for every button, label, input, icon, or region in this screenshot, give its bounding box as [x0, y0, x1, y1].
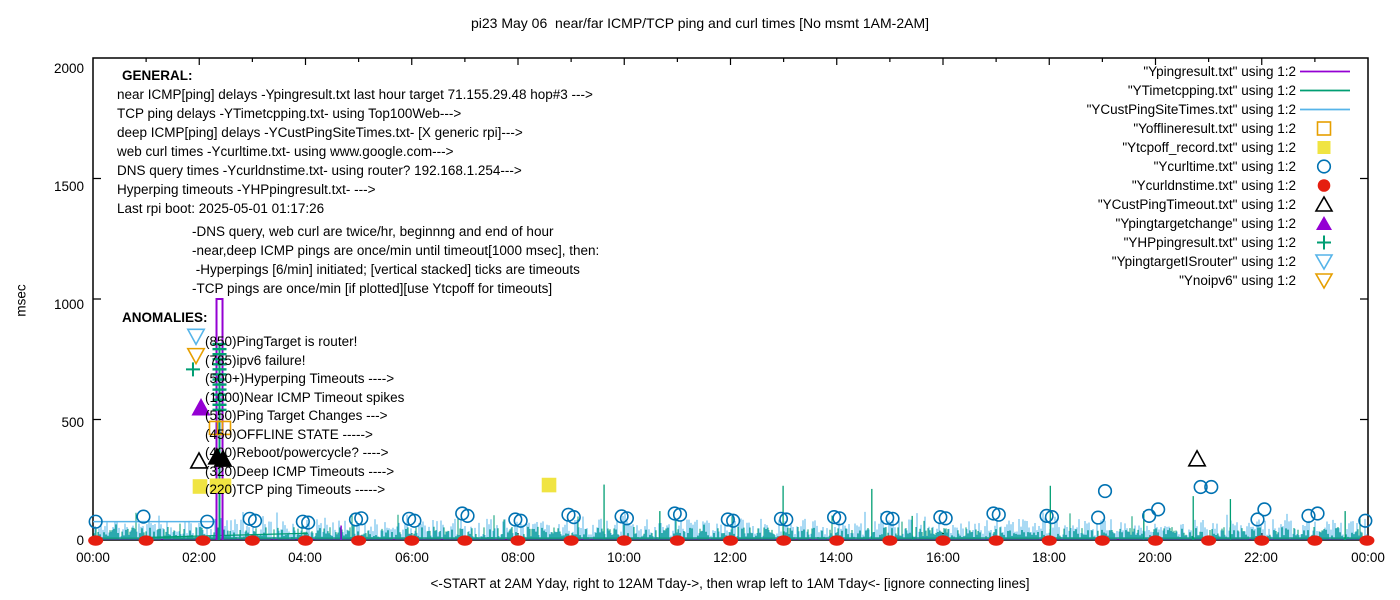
anomaly-item: (785)ipv6 failure!: [205, 352, 306, 368]
general-line: Last rpi boot: 2025-05-01 01:17:26: [117, 201, 325, 216]
anomaly-item: (450)OFFLINE STATE ----->: [205, 426, 373, 442]
chart-title: pi23 May 06 near/far ICMP/TCP ping and c…: [470, 15, 929, 31]
legend-entry: "Ypingresult.txt" using 1:2: [1036, 62, 1358, 81]
y-tick-500: 500: [61, 415, 84, 430]
general-line: Hyperping timeouts -YHPpingresult.txt- -…: [117, 182, 376, 197]
anomaly-markers-layer: [185, 328, 1207, 494]
x-tick-00a: 00:00: [76, 550, 110, 565]
legend-label: "Yofflineresult.txt" using 1:2: [1133, 121, 1296, 136]
event-lines-layer: [93, 298, 1346, 540]
general-line: near ICMP[ping] delays -Ypingresult.txt …: [117, 87, 593, 102]
legend: "Ypingresult.txt" using 1:2 "YTimetcppin…: [1036, 62, 1358, 290]
anomaly-item: (500+)Hyperping Timeouts ---->: [205, 371, 395, 386]
legend-label: "Ypingresult.txt" using 1:2: [1143, 64, 1296, 79]
x-tick-08: 08:00: [501, 550, 535, 565]
x-tick-02: 02:00: [182, 550, 216, 565]
legend-sample: [1296, 100, 1358, 119]
general-line: TCP ping delays -YTimetcpping.txt- using…: [117, 106, 462, 121]
legend-entry: "Ytcpoff_record.txt" using 1:2: [1036, 138, 1358, 157]
y-tick-0: 0: [76, 533, 84, 548]
legend-entry: "Ynoipv6" using 1:2: [1036, 271, 1358, 290]
legend-sample: [1296, 252, 1358, 271]
anomaly-item: (320)Deep ICMP Timeouts ---->: [205, 463, 395, 479]
legend-entry: "YHPpingresult.txt" using 1:2: [1036, 233, 1358, 252]
legend-label: "Ycurldnstime.txt" using 1:2: [1131, 178, 1296, 193]
x-tick-12: 12:00: [713, 550, 747, 565]
legend-label: "YCustPingTimeout.txt" using 1:2: [1097, 197, 1296, 212]
legend-entry: "Yofflineresult.txt" using 1:2: [1036, 119, 1358, 138]
anomaly-item: (1000)Near ICMP Timeout spikes: [205, 389, 405, 405]
y-tick-2000: 2000: [53, 61, 84, 76]
anomalies-heading: ANOMALIES:: [122, 310, 208, 325]
legend-label: "Ypingtargetchange" using 1:2: [1115, 216, 1296, 231]
y-axis-label: msec: [13, 284, 29, 317]
x-tick-18: 18:00: [1032, 550, 1066, 565]
legend-label: "Ycurltime.txt" using 1:2: [1153, 159, 1296, 174]
general-note: -DNS query, web curl are twice/hr, begin…: [192, 224, 554, 239]
general-line: DNS query times -Ycurldnstime.txt- using…: [117, 163, 522, 178]
legend-label: "Ynoipv6" using 1:2: [1179, 273, 1296, 288]
y-tick-1000: 1000: [53, 297, 84, 312]
legend-entry: "YCustPingTimeout.txt" using 1:2: [1036, 195, 1358, 214]
x-tick-04: 04:00: [288, 550, 322, 565]
legend-label: "YHPpingresult.txt" using 1:2: [1123, 235, 1296, 250]
x-tick-06: 06:00: [395, 550, 429, 565]
x-tick-16: 16:00: [926, 550, 960, 565]
legend-label: "YTimetcpping.txt" using 1:2: [1127, 83, 1296, 98]
legend-label: "YpingtargetISrouter" using 1:2: [1111, 254, 1296, 269]
legend-sample: [1296, 62, 1358, 81]
anomaly-item: (400)Reboot/powercycle? ---->: [205, 445, 389, 460]
data-points-layer: [88, 479, 1375, 546]
anomaly-item: (850)PingTarget is router!: [205, 334, 358, 349]
general-line: deep ICMP[ping] delays -YCustPingSiteTim…: [117, 125, 523, 140]
anomaly-item: (550)Ping Target Changes --->: [205, 408, 388, 423]
legend-sample: [1296, 271, 1358, 290]
legend-sample: [1296, 119, 1358, 138]
y-tick-1500: 1500: [53, 179, 84, 194]
legend-entry: "Ycurldnstime.txt" using 1:2: [1036, 176, 1358, 195]
x-tick-10: 10:00: [607, 550, 641, 565]
legend-entry: "YpingtargetISrouter" using 1:2: [1036, 252, 1358, 271]
general-line: web curl times -Ycurltime.txt- using www…: [117, 144, 454, 159]
general-note: -Hyperpings [6/min] initiated; [vertical…: [192, 262, 580, 277]
x-tick-14: 14:00: [819, 550, 853, 565]
general-note: -TCP pings are once/min [if plotted][use…: [192, 281, 553, 296]
x-tick-00b: 00:00: [1351, 550, 1385, 565]
x-axis-note: <-START at 2AM Yday, right to 12AM Tday-…: [430, 576, 1030, 591]
general-note: -near,deep ICMP pings are once/min until…: [192, 243, 600, 258]
legend-entry: "Ypingtargetchange" using 1:2: [1036, 214, 1358, 233]
legend-entry: "YTimetcpping.txt" using 1:2: [1036, 81, 1358, 100]
legend-sample: [1296, 195, 1358, 214]
legend-label: "Ytcpoff_record.txt" using 1:2: [1122, 140, 1296, 155]
legend-sample: [1296, 157, 1358, 176]
general-heading: GENERAL:: [122, 68, 193, 83]
legend-sample: [1296, 138, 1358, 157]
legend-sample: [1296, 176, 1358, 195]
x-tick-20: 20:00: [1138, 550, 1172, 565]
legend-sample: [1296, 81, 1358, 100]
legend-sample: [1296, 214, 1358, 233]
legend-label: "YCustPingSiteTimes.txt" using 1:2: [1086, 102, 1296, 117]
legend-entry: "Ycurltime.txt" using 1:2: [1036, 157, 1358, 176]
legend-entry: "YCustPingSiteTimes.txt" using 1:2: [1036, 100, 1358, 119]
x-tick-22: 22:00: [1244, 550, 1278, 565]
legend-sample: [1296, 233, 1358, 252]
anomaly-item: (220)TCP ping Timeouts ----->: [205, 482, 386, 497]
